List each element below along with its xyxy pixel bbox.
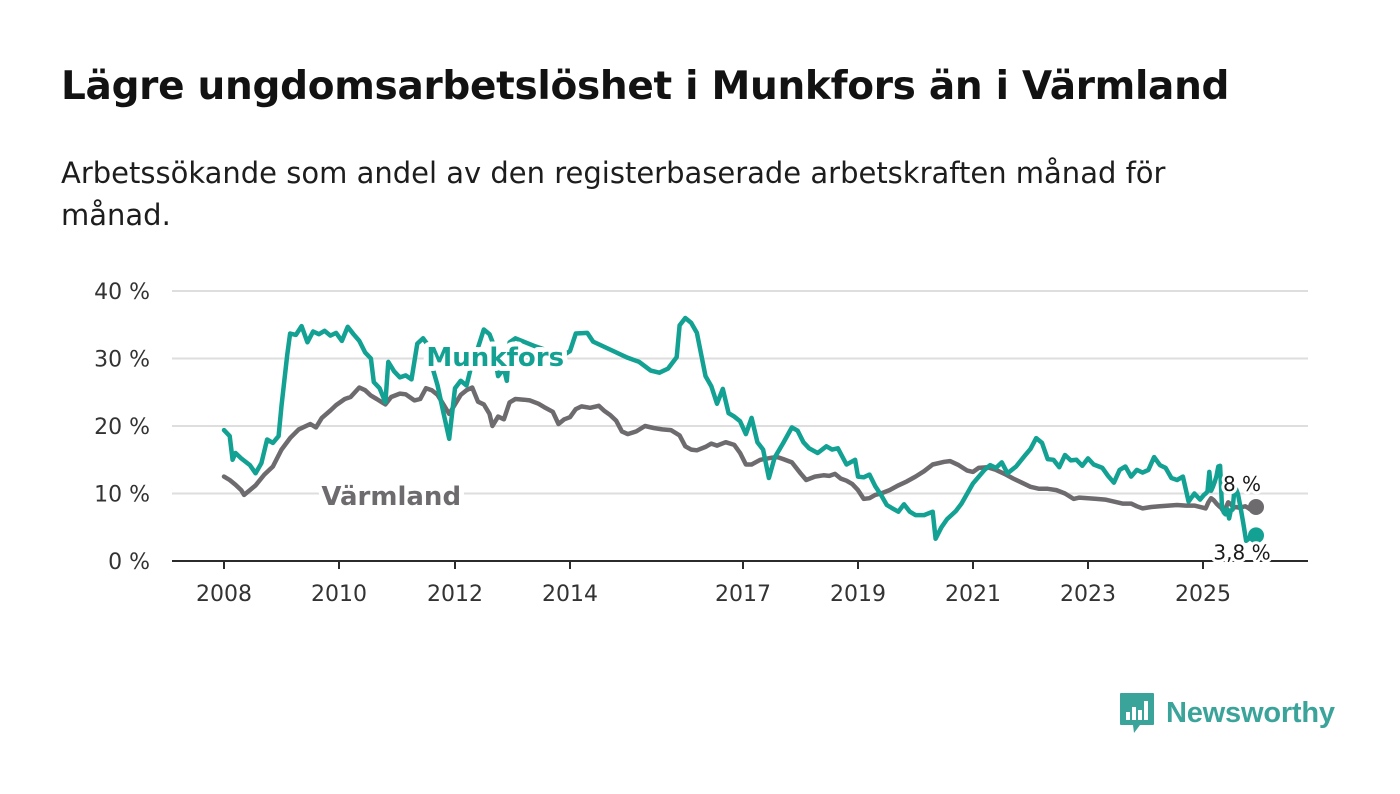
- newsworthy-logo-icon: [1120, 693, 1154, 733]
- end-point-marker: [1248, 527, 1264, 544]
- x-tick-label: 2012: [427, 582, 483, 607]
- x-tick-label: 2023: [1060, 582, 1116, 607]
- brand-name: Newsworthy: [1166, 696, 1335, 729]
- x-tick-label: 2019: [830, 582, 886, 607]
- y-tick-label: 30 %: [94, 348, 150, 373]
- chart-title: Lägre ungdomsarbetslöshet i Munkfors än …: [61, 64, 1230, 109]
- x-tick-label: 2025: [1175, 582, 1231, 607]
- x-tick-label: 2021: [945, 582, 1001, 607]
- y-tick-label: 40 %: [94, 280, 150, 305]
- y-tick-label: 0 %: [108, 550, 150, 575]
- end-point-marker: [1248, 499, 1264, 515]
- munkfors-end-value-label: 3,8 %: [1213, 540, 1270, 564]
- y-tick-label: 20 %: [94, 415, 150, 440]
- varmland-series-line: [221, 385, 1259, 513]
- varmland-end-value-label: 8 %: [1223, 472, 1261, 496]
- munkfors-series-label: Munkfors: [426, 343, 564, 373]
- x-tick-label: 2014: [542, 582, 598, 607]
- x-tick-label: 2010: [311, 582, 367, 607]
- x-tick-label: 2017: [715, 582, 771, 607]
- munkfors-series-line: [221, 315, 1259, 544]
- chart-subtitle: Arbetssökande som andel av den registerb…: [61, 156, 1166, 232]
- x-tick-label: 2008: [196, 582, 252, 607]
- y-tick-label: 10 %: [94, 483, 150, 508]
- varmland-series-label: Värmland: [321, 482, 461, 512]
- brand-logo[interactable]: Newsworthy: [1118, 690, 1335, 736]
